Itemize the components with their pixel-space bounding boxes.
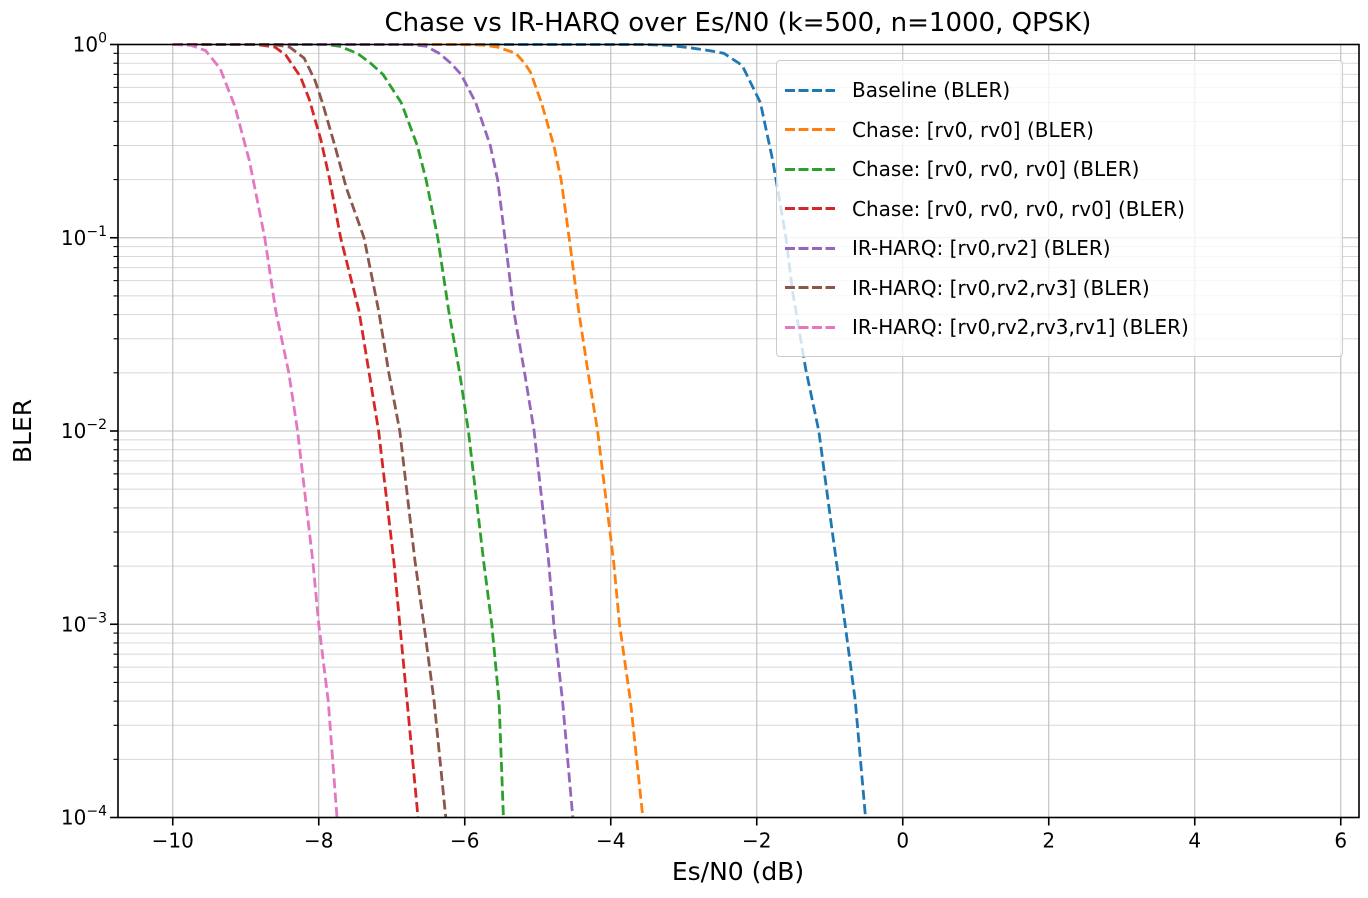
curve-series-5 — [172, 43, 448, 818]
curve-series-0 — [172, 43, 867, 818]
curve-series-2 — [172, 43, 505, 818]
legend-label: Chase: [rv0, rv0, rv0] (BLER) — [852, 157, 1140, 181]
legend-label: IR-HARQ: [rv0,rv2,rv3] (BLER) — [852, 275, 1150, 300]
x-tick-label: 2 — [1042, 829, 1055, 853]
curve-series-6 — [172, 43, 339, 818]
legend-entry-3: Chase: [rv0, rv0, rv0, rv0] (BLER) — [785, 190, 1332, 228]
curve-series-1 — [172, 43, 645, 818]
legend-entry-6: IR-HARQ: [rv0,rv2,rv3,rv1] (BLER) — [785, 308, 1332, 346]
x-tick-label: −6 — [450, 829, 479, 853]
legend-line-sample — [785, 246, 835, 250]
legend-line-sample — [785, 167, 835, 171]
y-tick-label: 10−1 — [61, 224, 107, 250]
x-tick-label: 4 — [1188, 829, 1201, 853]
legend-label: Chase: [rv0, rv0] (BLER) — [852, 117, 1094, 142]
x-tick-label: 6 — [1334, 829, 1347, 853]
legend-line-sample — [785, 325, 835, 329]
y-tick-label: 10−2 — [61, 417, 107, 443]
bler-curves — [172, 43, 867, 818]
legend-label: Chase: [rv0, rv0, rv0, rv0] (BLER) — [852, 196, 1185, 221]
y-axis-label: BLER — [8, 399, 37, 463]
x-tick-label: 0 — [896, 829, 909, 853]
legend-entry-1: Chase: [rv0, rv0] (BLER) — [785, 111, 1332, 149]
x-tick-label: −8 — [304, 829, 333, 853]
legend-line-sample — [785, 207, 835, 210]
legend-label: IR-HARQ: [rv0,rv2,rv3,rv1] (BLER) — [852, 315, 1189, 339]
legend-entry-4: IR-HARQ: [rv0,rv2] (BLER) — [785, 229, 1332, 267]
legend-line-sample — [785, 286, 835, 289]
curve-series-3 — [172, 43, 420, 818]
x-tick-label: −2 — [742, 829, 771, 853]
legend-entry-0: Baseline (BLER) — [785, 71, 1332, 109]
chart-title: Chase vs IR-HARQ over Es/N0 (k=500, n=10… — [385, 8, 1092, 38]
y-tick-label: 10−4 — [61, 804, 107, 830]
axis-ticks — [110, 43, 1342, 826]
y-tick-label: 10−3 — [61, 610, 107, 636]
legend-entry-5: IR-HARQ: [rv0,rv2,rv3] (BLER) — [785, 269, 1332, 307]
legend: Baseline (BLER) Chase: [rv0, rv0] (BLER) C… — [776, 60, 1343, 357]
x-tick-label: −4 — [596, 829, 625, 853]
legend-line-sample — [785, 88, 835, 92]
x-axis-label: Es/N0 (dB) — [672, 857, 804, 886]
legend-line-sample — [785, 128, 835, 131]
curve-series-4 — [172, 43, 575, 818]
x-tick-label: −10 — [152, 829, 194, 853]
legend-label: Baseline (BLER) — [852, 78, 1011, 102]
y-tick-label: 100 — [73, 31, 107, 57]
legend-label: IR-HARQ: [rv0,rv2] (BLER) — [852, 236, 1111, 260]
axis-tick-labels: −10 −8 −6 −4 −2 0 2 4 6 100 10−1 10−2 10−3 10−4 — [61, 31, 1347, 853]
legend-entry-2: Chase: [rv0, rv0, rv0] (BLER) — [785, 150, 1332, 188]
